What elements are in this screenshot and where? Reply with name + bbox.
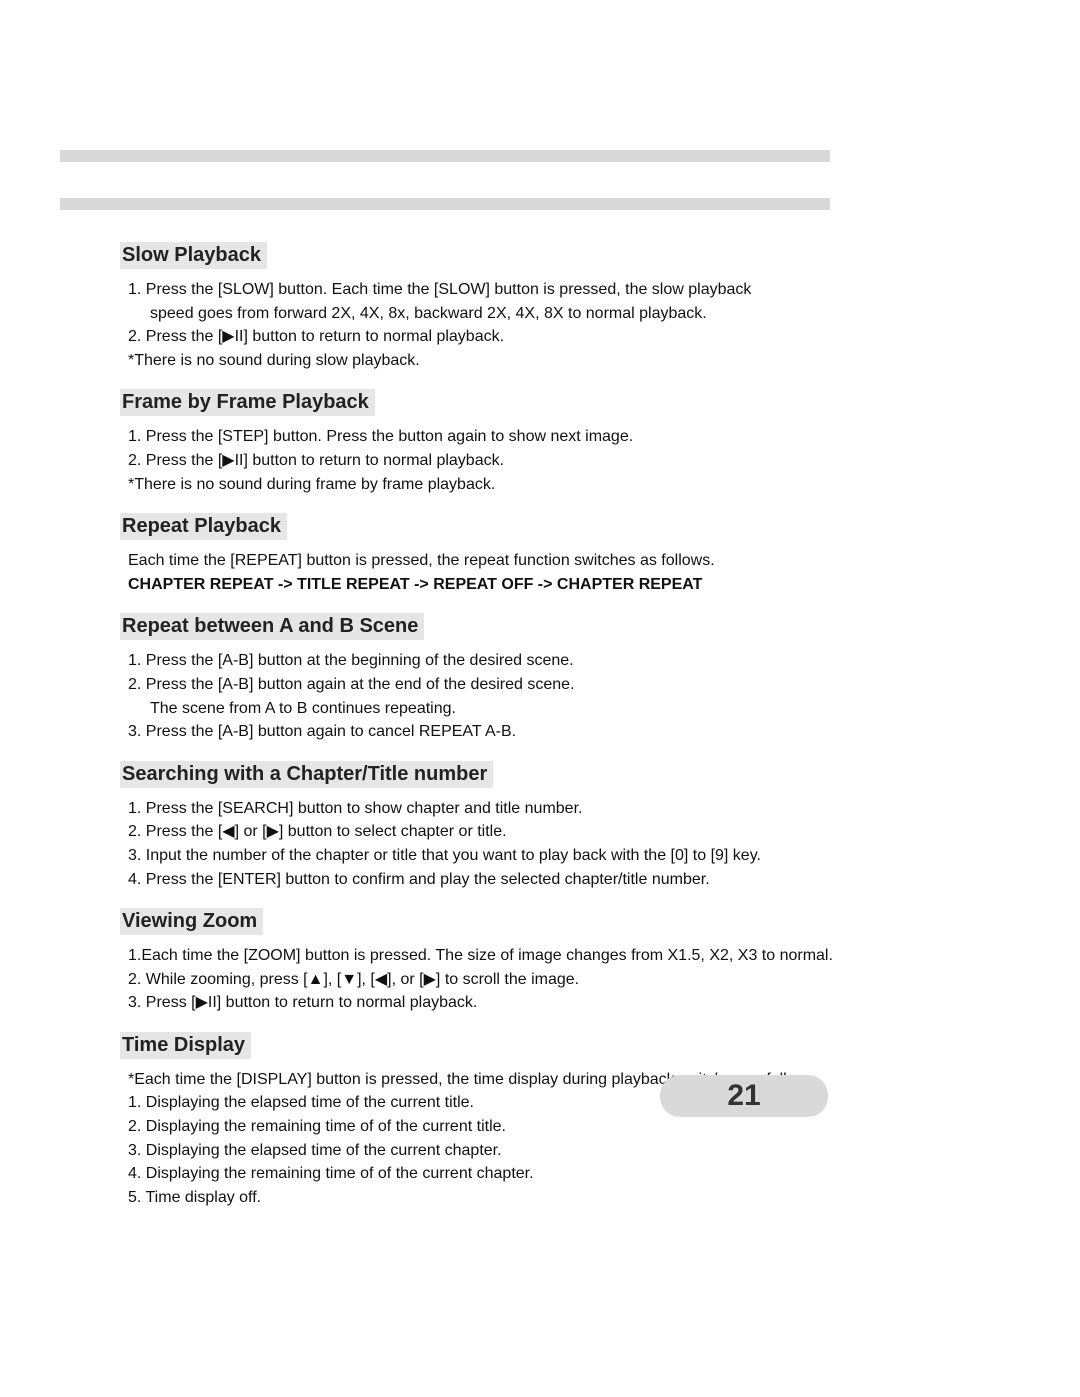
text-line: 2. Press the [◀] or [▶] button to select… bbox=[128, 821, 920, 843]
heading-time-display: Time Display bbox=[120, 1032, 251, 1059]
text-line: 2. Press the [▶II] button to return to n… bbox=[128, 450, 920, 472]
header-bar-2 bbox=[60, 198, 830, 210]
heading-slow-playback: Slow Playback bbox=[120, 242, 267, 269]
text-line: *There is no sound during frame by frame… bbox=[128, 474, 920, 496]
text-line: The scene from A to B continues repeatin… bbox=[150, 698, 920, 720]
text-line: *There is no sound during slow playback. bbox=[128, 350, 920, 372]
body-repeat-ab: 1. Press the [A-B] button at the beginni… bbox=[128, 650, 920, 742]
body-slow-playback: 1. Press the [SLOW] button. Each time th… bbox=[128, 279, 920, 371]
text-line: 2. While zooming, press [▲], [▼], [◀], o… bbox=[128, 969, 920, 991]
body-repeat-playback: Each time the [REPEAT] button is pressed… bbox=[128, 550, 920, 595]
body-searching: 1. Press the [SEARCH] button to show cha… bbox=[128, 798, 920, 890]
heading-searching: Searching with a Chapter/Title number bbox=[120, 761, 493, 788]
text-line: 1.Each time the [ZOOM] button is pressed… bbox=[128, 945, 920, 967]
text-line: 3. Press [▶II] button to return to norma… bbox=[128, 992, 920, 1014]
heading-frame-playback: Frame by Frame Playback bbox=[120, 389, 375, 416]
text-line: 1. Press the [SLOW] button. Each time th… bbox=[128, 279, 920, 301]
body-viewing-zoom: 1.Each time the [ZOOM] button is pressed… bbox=[128, 945, 920, 1014]
text-line: 1. Press the [A-B] button at the beginni… bbox=[128, 650, 920, 672]
content-area: Slow Playback 1. Press the [SLOW] button… bbox=[120, 150, 920, 1208]
repeat-sequence: CHAPTER REPEAT -> TITLE REPEAT -> REPEAT… bbox=[128, 574, 920, 596]
heading-repeat-ab: Repeat between A and B Scene bbox=[120, 613, 424, 640]
text-line: 5. Time display off. bbox=[128, 1187, 920, 1209]
manual-page: Slow Playback 1. Press the [SLOW] button… bbox=[0, 0, 1080, 1208]
text-line: 3. Press the [A-B] button again to cance… bbox=[128, 721, 920, 743]
text-line: 3. Input the number of the chapter or ti… bbox=[128, 845, 920, 867]
text-line: 4. Displaying the remaining time of of t… bbox=[128, 1163, 920, 1185]
text-line: 1. Press the [STEP] button. Press the bu… bbox=[128, 426, 920, 448]
heading-viewing-zoom: Viewing Zoom bbox=[120, 908, 263, 935]
text-line: 2. Press the [A-B] button again at the e… bbox=[128, 674, 920, 696]
text-line: 1. Press the [SEARCH] button to show cha… bbox=[128, 798, 920, 820]
text-line: 4. Press the [ENTER] button to confirm a… bbox=[128, 869, 920, 891]
text-line: 2. Press the [▶II] button to return to n… bbox=[128, 326, 920, 348]
text-line: 2. Displaying the remaining time of of t… bbox=[128, 1116, 920, 1138]
text-line: Each time the [REPEAT] button is pressed… bbox=[128, 550, 920, 572]
text-line: speed goes from forward 2X, 4X, 8x, back… bbox=[150, 303, 920, 325]
page-number-badge: 21 bbox=[660, 1075, 828, 1117]
text-line: 3. Displaying the elapsed time of the cu… bbox=[128, 1140, 920, 1162]
body-frame-playback: 1. Press the [STEP] button. Press the bu… bbox=[128, 426, 920, 495]
heading-repeat-playback: Repeat Playback bbox=[120, 513, 287, 540]
header-bar-1 bbox=[60, 150, 830, 162]
